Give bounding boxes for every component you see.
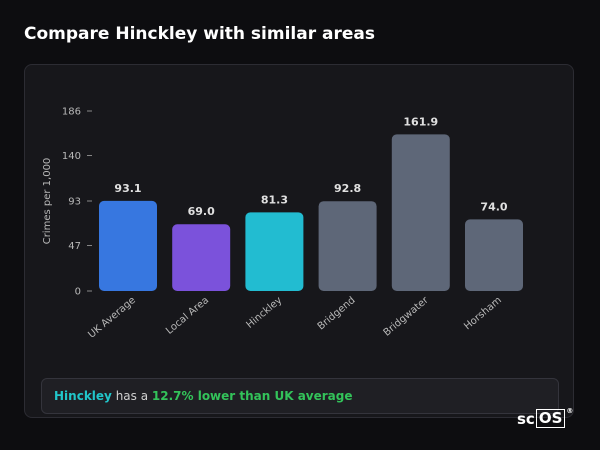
summary-highlight: 12.7% lower than UK average	[151, 389, 353, 403]
scos-logo: sc OS ®	[517, 406, 574, 428]
y-axis: 0 47 93 140 186	[62, 107, 92, 298]
bars	[99, 134, 523, 291]
x-tick-label: Horsham	[462, 295, 504, 332]
logo-registered-mark: ®	[566, 406, 574, 415]
x-tick-label: UK Average	[86, 295, 138, 341]
chart-card: 0 47 93 140 186 Crimes per 1,000 93.1 69.0 81.…	[24, 64, 574, 418]
x-tick-label: Bridgend	[316, 295, 358, 333]
bar[interactable]	[318, 201, 377, 291]
x-tick-label: Hinckley	[244, 295, 284, 331]
value-labels: 93.1 69.0 81.3 92.8 161.9 74.0	[114, 115, 507, 218]
bar-value-label: 93.1	[114, 182, 141, 195]
logo-boxed: OS	[535, 409, 566, 428]
summary-text: has a	[111, 389, 152, 403]
y-axis-label: Crimes per 1,000	[42, 158, 53, 245]
y-tick-label: 186	[62, 107, 81, 118]
bar-value-label: 92.8	[334, 182, 361, 195]
bar[interactable]	[172, 224, 231, 291]
bar[interactable]	[465, 219, 523, 291]
y-tick-label: 47	[68, 241, 81, 252]
page-title: Compare Hinckley with similar areas	[24, 24, 375, 44]
x-tick-label: Bridgwater	[382, 294, 432, 338]
summary-banner: Hinckley has a 12.7% lower than UK avera…	[41, 378, 559, 414]
bar-value-label: 69.0	[188, 205, 215, 218]
bar-chart: 0 47 93 140 186 Crimes per 1,000 93.1 69.0 81.…	[42, 107, 523, 341]
logo-prefix: sc	[517, 409, 535, 428]
bar-value-label: 161.9	[403, 115, 438, 128]
y-tick-label: 140	[62, 151, 81, 162]
bar[interactable]	[99, 200, 157, 291]
x-axis-labels: UK Average Local Area Hinckley Bridgend Brid…	[86, 294, 504, 340]
y-tick-label: 93	[68, 197, 81, 208]
y-tick-label: 0	[75, 287, 81, 298]
x-tick-label: Local Area	[164, 295, 211, 337]
bar-value-label: 81.3	[261, 193, 288, 206]
bar[interactable]	[245, 212, 304, 291]
summary-area-name: Hinckley	[54, 389, 112, 403]
bar[interactable]	[391, 134, 450, 291]
bar-value-label: 74.0	[480, 200, 507, 213]
